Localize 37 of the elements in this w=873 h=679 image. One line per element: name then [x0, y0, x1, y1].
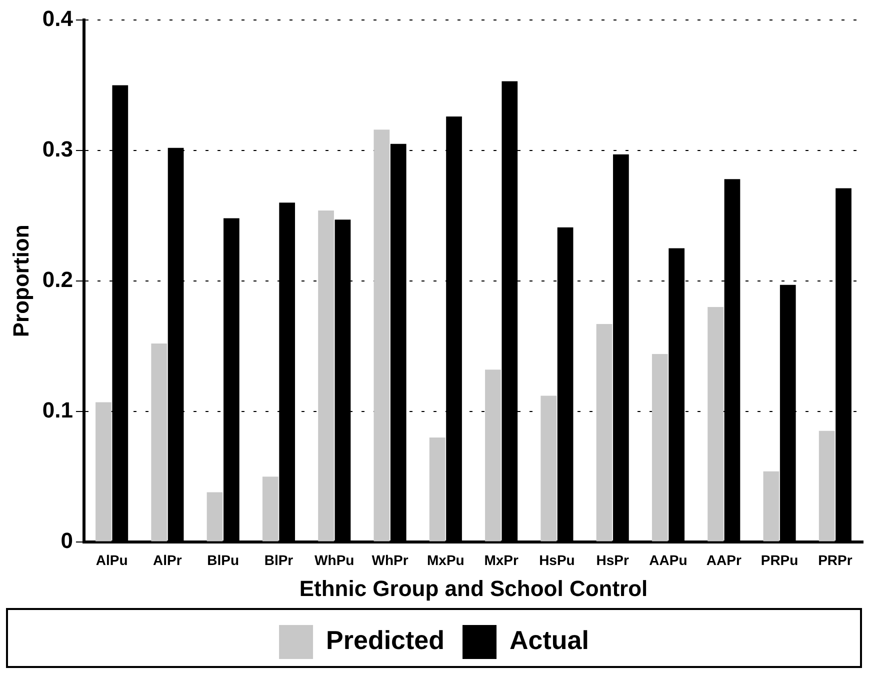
legend-label: Predicted — [326, 625, 445, 656]
y-tick-label: 0.1 — [42, 397, 73, 422]
bar — [429, 437, 446, 542]
y-tick-label: 0 — [60, 528, 73, 553]
x-tick-label: MxPr — [484, 552, 519, 568]
bar — [318, 210, 334, 542]
x-tick-label: HsPr — [596, 552, 630, 568]
x-tick-label: AlPr — [153, 552, 182, 568]
y-tick-label: 0.2 — [42, 266, 73, 292]
x-tick-label: MxPu — [427, 552, 464, 568]
bar — [652, 354, 668, 542]
x-axis-title: Ethnic Group and School Control — [299, 576, 648, 601]
bar — [540, 396, 557, 542]
x-tick-label: BlPr — [264, 552, 294, 568]
y-tick-label: 0.4 — [42, 6, 74, 32]
x-tick-label: WhPr — [372, 552, 409, 568]
bar — [596, 324, 612, 542]
bar — [763, 471, 780, 542]
x-tick-label: AAPr — [706, 552, 742, 568]
x-tick-label: AAPu — [649, 552, 688, 568]
x-tick-label: WhPu — [314, 552, 354, 568]
bar — [151, 344, 168, 542]
x-tick-label: BlPu — [207, 552, 240, 568]
legend-label: Actual — [510, 625, 589, 656]
y-axis-title: Proportion — [8, 224, 34, 338]
x-tick-label: PRPu — [760, 552, 798, 568]
bar — [708, 306, 724, 542]
bar — [262, 476, 278, 542]
x-tick-label: PRPr — [818, 552, 853, 568]
y-tick-label: 0.3 — [42, 136, 73, 162]
bar — [96, 402, 112, 542]
bar — [374, 130, 390, 542]
bar — [485, 370, 501, 542]
bar — [818, 430, 835, 542]
x-tick-label: HsPu — [539, 552, 575, 568]
bar — [206, 492, 223, 542]
x-tick-label: AlPu — [96, 552, 128, 568]
